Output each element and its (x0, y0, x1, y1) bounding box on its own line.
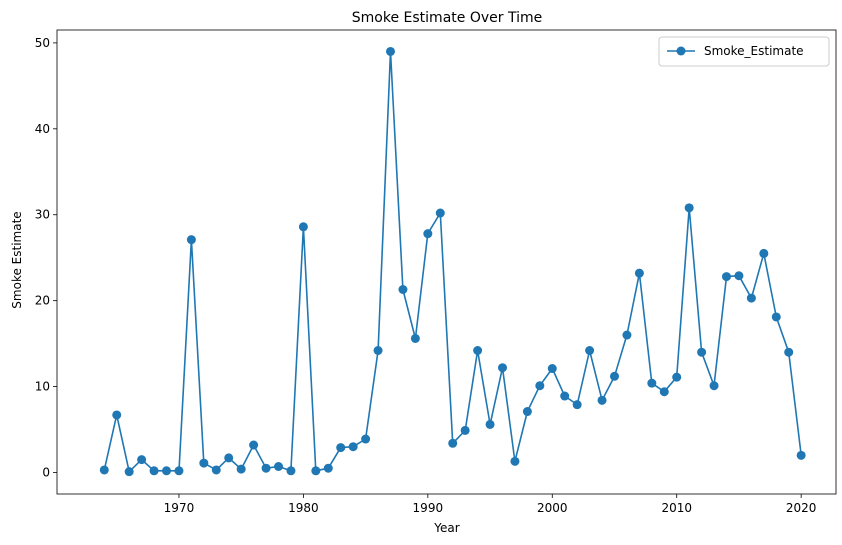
data-point (261, 463, 271, 473)
legend-marker (676, 46, 686, 56)
data-point (311, 466, 321, 476)
data-point (721, 272, 731, 282)
data-point (386, 46, 396, 56)
x-axis-label: Year (433, 521, 459, 535)
y-tick-label: 20 (35, 294, 50, 308)
legend-frame (658, 36, 830, 67)
data-point (398, 284, 408, 294)
y-tick-label: 50 (35, 36, 50, 50)
data-point (249, 440, 259, 450)
x-tick-label: 2020 (786, 501, 817, 515)
series-line (103, 50, 802, 473)
data-point (473, 346, 483, 356)
data-point (597, 395, 607, 405)
data-point (323, 463, 333, 473)
data-point (373, 346, 383, 356)
data-point (435, 208, 445, 218)
data-point (572, 400, 582, 410)
x-tick-label: 2010 (661, 501, 692, 515)
data-point (697, 347, 707, 357)
data-point (634, 268, 644, 278)
data-point (746, 293, 756, 303)
x-tick-label: 1980 (288, 501, 319, 515)
y-tick-label: 30 (35, 208, 50, 222)
data-point (448, 438, 458, 448)
x-tick-label: 2000 (537, 501, 568, 515)
chart-title: Smoke Estimate Over Time (352, 10, 542, 26)
data-point (684, 203, 694, 213)
data-point (211, 465, 221, 475)
data-point (784, 347, 794, 357)
data-point (510, 456, 520, 466)
data-point (423, 229, 433, 239)
data-point (460, 425, 470, 435)
data-point (622, 330, 632, 340)
data-point (224, 453, 234, 463)
data-point (659, 387, 669, 397)
legend: Smoke_Estimate (658, 36, 830, 67)
data-point (124, 467, 134, 477)
data-point (236, 464, 246, 474)
legend-label: Smoke_Estimate (704, 44, 804, 58)
data-point (410, 333, 420, 343)
data-point (497, 363, 507, 373)
y-tick-label: 10 (35, 380, 50, 394)
data-point (112, 410, 122, 420)
x-tick-label: 1970 (164, 501, 195, 515)
data-point (286, 466, 296, 476)
data-point (647, 378, 657, 388)
data-point (99, 465, 109, 475)
data-point (336, 443, 346, 453)
data-point (162, 466, 172, 476)
data-point (274, 462, 284, 472)
data-point (199, 458, 209, 468)
data-point (485, 419, 495, 429)
y-tick-label: 0 (42, 466, 50, 480)
data-point (535, 381, 545, 391)
data-point (709, 381, 719, 391)
data-point (348, 442, 358, 452)
data-point (186, 235, 196, 245)
data-point (560, 391, 570, 401)
y-tick-label: 40 (35, 122, 50, 136)
y-axis-label: Smoke Estimate (10, 211, 24, 308)
data-point (585, 346, 595, 356)
data-point (672, 372, 682, 382)
data-point (174, 466, 184, 476)
data-point (734, 271, 744, 281)
data-point (149, 466, 159, 476)
data-point (796, 450, 806, 460)
data-point (361, 434, 371, 444)
plot-area: 1970 1980 1990 2000 2010 2020 0 10 20 30 40 50 (35, 29, 837, 515)
data-point (522, 407, 532, 417)
data-point (609, 371, 619, 381)
data-point (771, 312, 781, 322)
data-point (547, 364, 557, 374)
axes-frame (56, 29, 837, 495)
x-tick-label: 1990 (413, 501, 444, 515)
data-point (759, 248, 769, 258)
data-point (137, 455, 147, 465)
data-point (298, 222, 308, 232)
